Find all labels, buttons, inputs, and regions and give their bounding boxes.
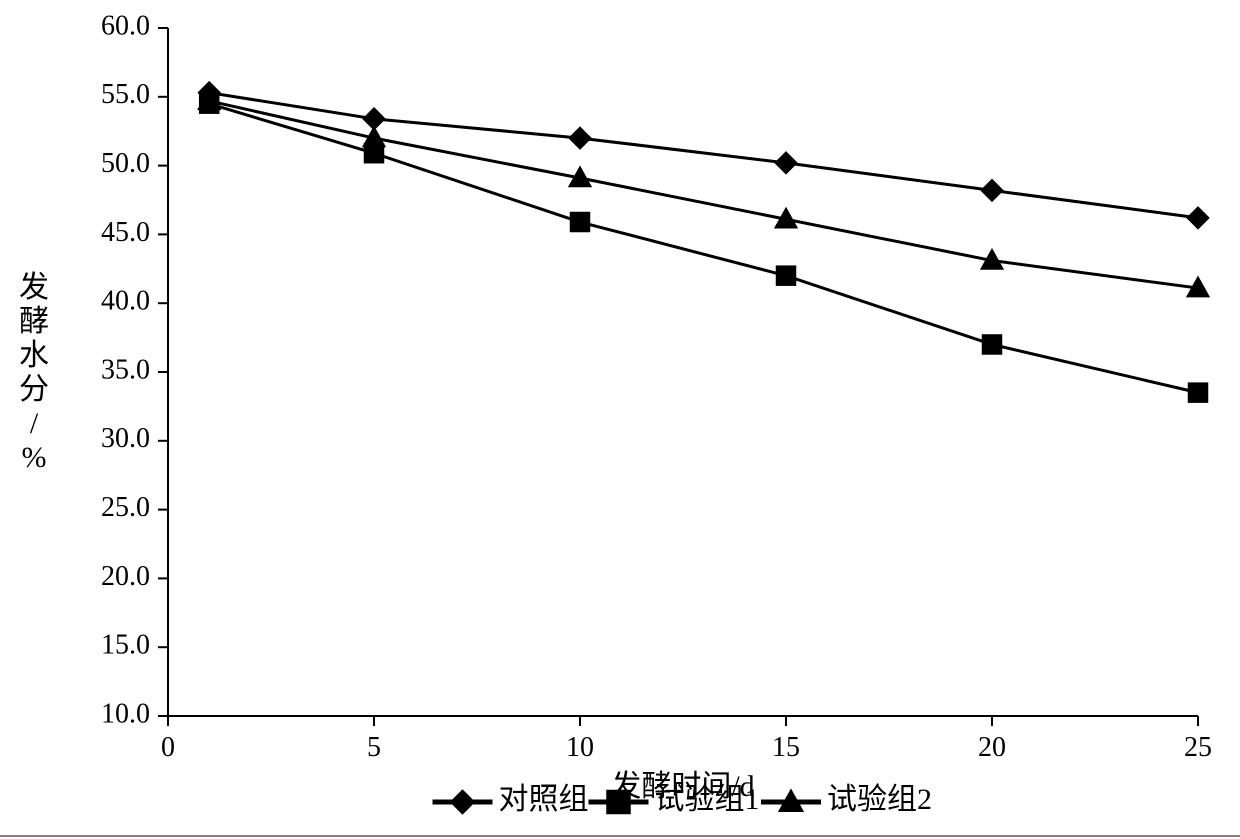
y-tick-label: 60.0 <box>101 10 150 41</box>
y-tick-label: 55.0 <box>101 79 150 110</box>
y-tick-label: 25.0 <box>101 492 150 523</box>
y-axis-label-char: 水 <box>19 339 49 372</box>
legend-label: 试验组1 <box>655 783 760 816</box>
y-tick-label: 40.0 <box>101 286 150 317</box>
x-tick-label: 0 <box>161 732 175 763</box>
x-tick-label: 5 <box>367 732 381 763</box>
y-tick-label: 35.0 <box>101 354 150 385</box>
y-tick-label: 50.0 <box>101 148 150 179</box>
y-axis-label-char: 发 <box>19 271 49 304</box>
y-tick-label: 45.0 <box>101 217 150 248</box>
square-marker-icon <box>1189 384 1207 402</box>
y-axis-label-char: 分 <box>19 373 49 406</box>
x-tick-label: 15 <box>772 732 800 763</box>
line-chart: 10.0 15.0 20.0 25.0 30.0 35.0 40.0 45.0 50.0 55.0… <box>0 0 1240 839</box>
y-axis-label-char: % <box>22 441 47 474</box>
chart-bg <box>0 0 1240 839</box>
legend-label: 对照组 <box>499 783 589 816</box>
y-tick-label: 15.0 <box>101 630 150 661</box>
x-tick-label: 25 <box>1184 732 1212 763</box>
x-tick-label: 10 <box>566 732 594 763</box>
square-marker-icon <box>983 335 1001 353</box>
square-marker-icon <box>608 791 630 813</box>
legend-label: 试验组2 <box>827 783 932 816</box>
square-marker-icon <box>777 267 795 285</box>
chart-container: 10.0 15.0 20.0 25.0 30.0 35.0 40.0 45.0 50.0 55.0… <box>0 0 1240 839</box>
y-tick-label: 10.0 <box>101 698 150 729</box>
y-axis-label-char: 酵 <box>19 305 49 338</box>
y-tick-label: 30.0 <box>101 423 150 454</box>
x-tick-label: 20 <box>978 732 1006 763</box>
y-axis-label-char: / <box>30 407 39 440</box>
y-tick-label: 20.0 <box>101 561 150 592</box>
square-marker-icon <box>571 213 589 231</box>
